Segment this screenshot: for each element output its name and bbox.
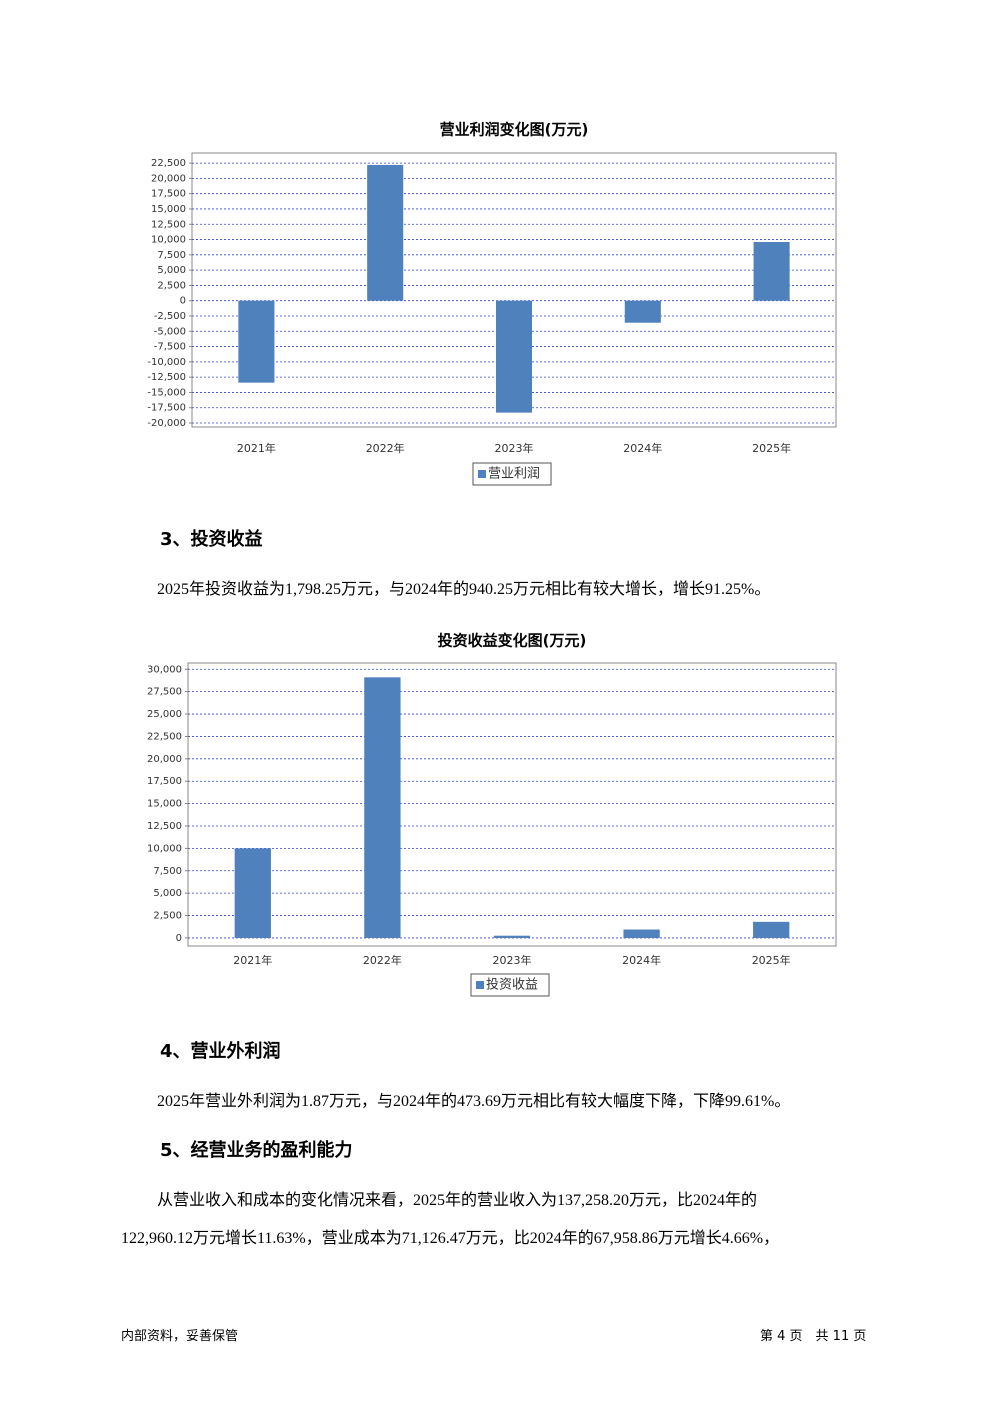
bar [367,164,404,301]
section-heading: 3、投资收益 [160,529,263,550]
y-tick-label: 27,500 [147,687,182,698]
bar [238,300,275,383]
chart: 投资收益变化图(万元) 0 2,500 5,000 7,500 10,000 12,500 1… [147,632,837,997]
x-tick-label: 2023年 [493,953,532,967]
y-tick-label: 2,500 [153,911,182,922]
bar [624,300,661,323]
legend-swatch [476,981,484,989]
y-tick-label: 20,000 [151,173,186,184]
bar [753,921,790,938]
y-tick-label: 25,000 [147,709,182,720]
y-tick-label: 10,000 [147,843,182,854]
paragraph-line: 122,960.12万元增长11.63%，营业成本为71,126.47万元，比2… [121,1230,780,1247]
bar [495,300,533,413]
chart-title: 投资收益变化图(万元) [438,632,587,650]
chart-title: 营业利润变化图(万元) [440,121,589,139]
x-tick-label: 2024年 [622,953,661,967]
y-tick-label: 7,500 [153,866,182,877]
y-tick-label: -10,000 [147,357,186,368]
x-tick-label: 2022年 [366,441,405,455]
section-heading: 5、经营业务的盈利能力 [160,1140,353,1161]
y-tick-label: 17,500 [147,776,182,787]
y-tick-label: 15,000 [151,204,186,215]
legend-box [470,973,550,997]
x-tick-label: 2024年 [623,441,662,455]
y-tick-label: 0 [176,933,182,944]
x-tick-label: 2023年 [495,441,534,455]
legend-swatch [478,470,486,478]
y-tick-label: 30,000 [147,664,182,675]
y-tick-label: -2,500 [154,311,186,322]
y-tick-label: 12,500 [147,821,182,832]
x-tick-label: 2021年 [237,441,276,455]
y-tick-label: 12,500 [151,219,186,230]
y-tick-label: 0 [180,296,186,307]
paragraph-line: 2025年投资收益为1,798.25万元，与2024年的940.25万元相比有较… [157,581,771,598]
y-tick-label: 20,000 [147,754,182,765]
plot-area [187,662,837,947]
legend-label: 营业利润 [488,467,540,482]
y-tick-label: -7,500 [154,342,186,353]
legend-label: 投资收益 [486,977,538,993]
y-tick-label: 5,000 [153,888,182,899]
y-tick-label: -12,500 [147,372,186,383]
y-tick-label: 7,500 [157,250,186,261]
y-tick-label: 17,500 [151,189,186,200]
bar [753,241,790,301]
y-tick-label: -20,000 [147,418,186,429]
chart: 营业利润变化图(万元) -20,000 -17,500 -15,000 -12,500 -… [147,121,837,486]
bar [364,677,401,938]
y-tick-label: 2,500 [157,280,186,291]
y-tick-label: 15,000 [147,799,182,810]
x-tick-label: 2022年 [363,953,402,967]
y-tick-label: 10,000 [151,235,186,246]
y-tick-label: 22,500 [151,158,186,169]
footer-left: 内部资料，妥善保管 [121,1329,239,1344]
section-heading: 4、营业外利润 [160,1041,281,1062]
bar [234,848,271,938]
y-tick-label: -17,500 [147,403,186,414]
x-tick-label: 2025年 [752,953,791,967]
x-tick-label: 2021年 [233,953,272,967]
legend-box [472,462,552,486]
y-tick-label: -5,000 [154,326,186,337]
x-tick-label: 2025年 [752,441,791,455]
paragraph-line: 从营业收入和成本的变化情况来看，2025年的营业收入为137,258.20万元，… [157,1192,758,1209]
y-tick-label: 22,500 [147,731,182,742]
paragraph-line: 2025年营业外利润为1.87万元，与2024年的473.69万元相比有较大幅度… [157,1093,791,1110]
footer-right: 第 4 页 共 11 页 [760,1329,867,1344]
bar [623,929,660,938]
y-tick-label: -15,000 [147,387,186,398]
y-tick-label: 5,000 [157,265,186,276]
bar [493,935,531,938]
